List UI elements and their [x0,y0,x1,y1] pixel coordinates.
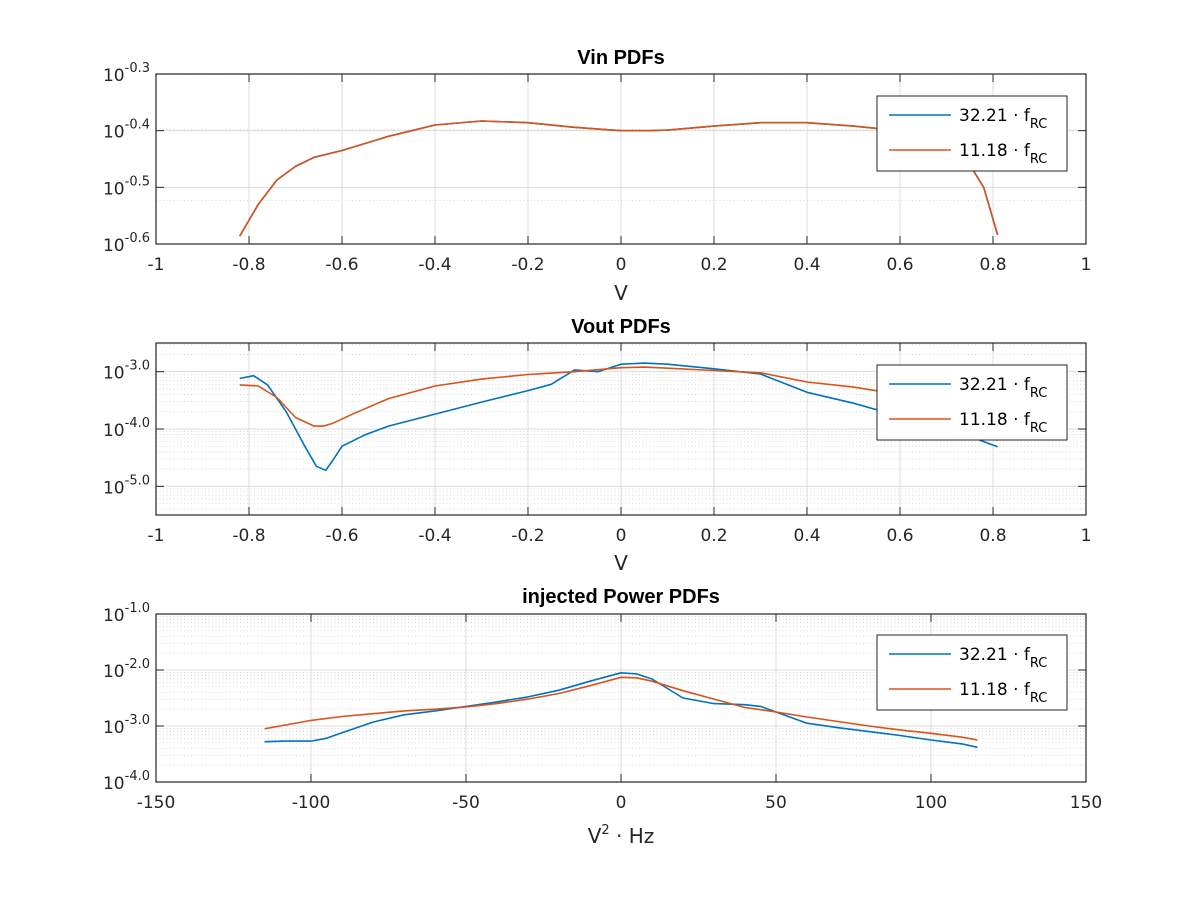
x-tick-label: 0.4 [793,526,820,546]
x-tick-label: 50 [765,793,787,813]
x-tick-label: -1 [148,255,165,275]
y-tick-label: 10-4.0 [103,416,150,441]
x-tick-label: -0.8 [232,526,265,546]
y-tick-label: 10-1.0 [103,601,150,626]
legend-box [876,364,1068,441]
y-tick-label: 10-5.0 [103,473,150,498]
x-axis-label-base: V [588,824,602,848]
x-tick-label: 0.6 [886,526,913,546]
series-line-2 [264,676,978,741]
legend-label: 11.18 · fRC [959,141,1047,167]
x-tick-label: 1 [1081,255,1092,275]
series-line-1 [264,671,978,749]
y-tick-label: 10-3.0 [103,359,150,384]
x-tick-label: 0 [616,793,627,813]
x-tick-label: -0.6 [325,526,358,546]
x-tick-label: -1 [148,526,165,546]
x-tick-label: -0.2 [511,255,544,275]
series-group [264,671,978,749]
legend-label: 11.18 · fRC [959,680,1047,706]
x-axis-label-superscript: 2 [601,823,609,838]
y-tick-label: 10-2.0 [103,657,150,682]
legend: 32.21 · fRC 11.18 · fRC [876,364,1068,441]
x-tick-label: 0 [616,255,627,275]
x-tick-label: 0.4 [793,255,820,275]
legend: 32.21 · fRC 11.18 · fRC [876,95,1068,172]
x-tick-label: 0.8 [979,526,1006,546]
y-tick-label: 10-4.0 [103,769,150,794]
y-tick-label: 10-0.5 [103,174,150,199]
legend-label: 32.21 · fRC [959,375,1047,401]
x-tick-label: 1 [1081,526,1092,546]
x-tick-label: 0 [616,526,627,546]
y-tick-label: 10-0.3 [103,61,150,86]
chart-title: Vin PDFs [577,47,664,69]
legend-label: 32.21 · fRC [959,106,1047,132]
x-tick-label: -0.6 [325,255,358,275]
x-tick-label: 100 [915,793,947,813]
x-tick-label: 0.2 [700,526,727,546]
y-tick-label: 10-3.0 [103,713,150,738]
legend-label: 11.18 · fRC [959,410,1047,436]
x-tick-label: -0.8 [232,255,265,275]
series-line-2 [239,366,999,442]
x-tick-label: -0.2 [511,526,544,546]
legend-label: 32.21 · fRC [959,645,1047,671]
x-tick-label: -0.4 [418,526,451,546]
x-tick-label: 0.8 [979,255,1006,275]
x-tick-label: 0.2 [700,255,727,275]
x-axis-label: V [614,551,628,575]
x-tick-label: 150 [1070,793,1102,813]
chart-title: injected Power PDFs [522,586,720,608]
legend: 32.21 · fRC 11.18 · fRC [876,634,1068,711]
x-axis-label: V [614,281,628,305]
series-group [239,362,999,472]
x-tick-label: -150 [137,793,176,813]
x-tick-label: 0.6 [886,255,913,275]
series-line-1 [239,362,998,472]
y-tick-label: 10-0.4 [103,118,150,143]
x-tick-label: -50 [452,793,480,813]
subplot-vin-pdfs: Vin PDFs V -1 -0.8 -0.6 -0.4 -0.2 0 0.2 0.4 0.6 0… [103,47,1091,305]
chart-title: Vout PDFs [571,316,671,338]
y-tick-label: 10-0.6 [103,231,150,256]
x-axis-label-suffix: · Hz [610,824,655,848]
legend-box [876,95,1068,172]
x-axis-label: V2 · Hz [588,823,655,848]
legend-box [876,634,1068,711]
x-tick-label: -0.4 [418,255,451,275]
x-tick-label: -100 [292,793,331,813]
subplot-injected-power-pdfs: injected Power PDFs V2 · Hz -150 -100 -50 0… [103,586,1102,848]
subplot-vout-pdfs: Vout PDFs V -1 -0.8 -0.6 -0.4 -0.2 0 0.2 0.4 0.6… [103,316,1091,575]
